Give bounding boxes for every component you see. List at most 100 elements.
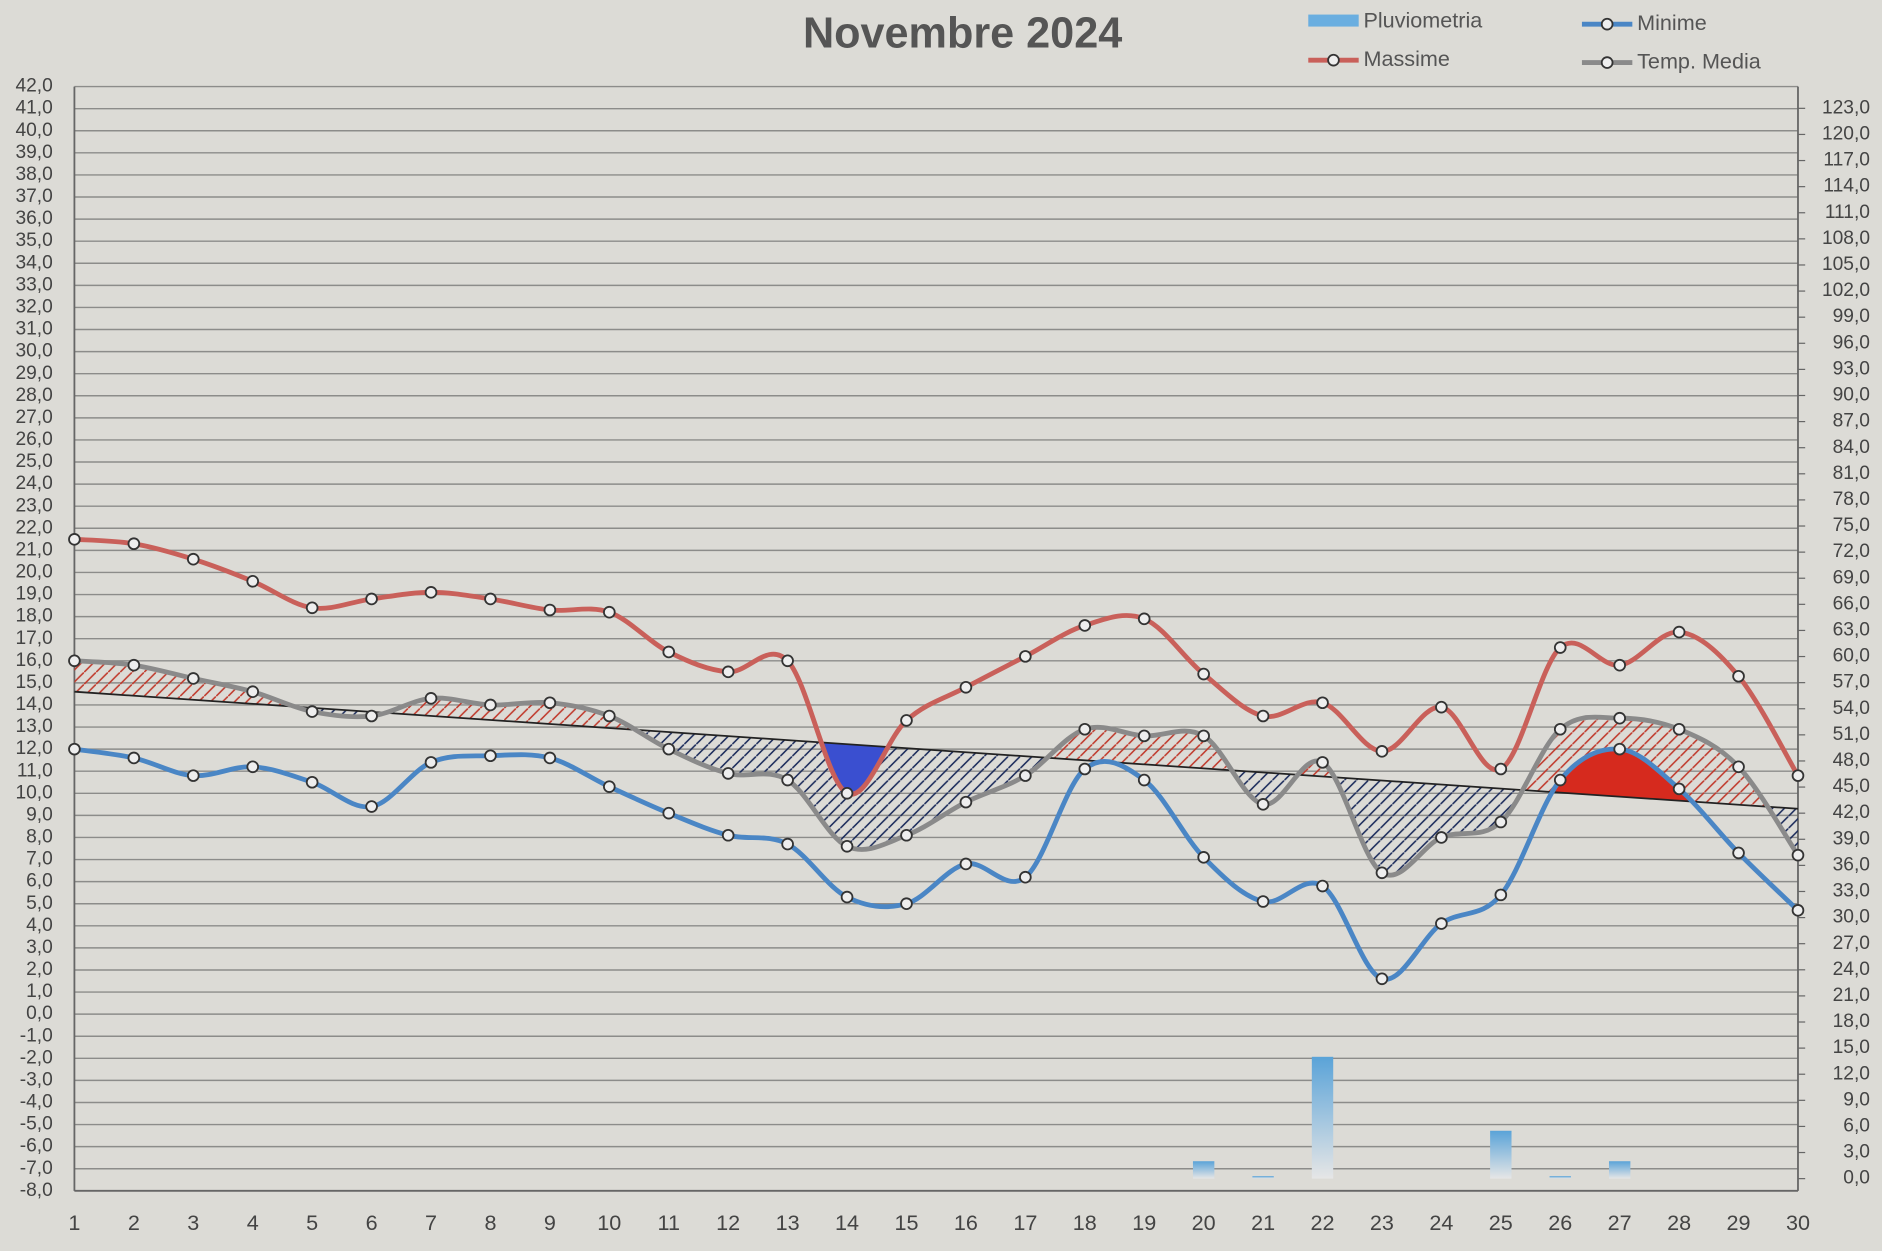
point <box>1197 851 1210 864</box>
y-tick-label: 34,0 <box>15 252 52 273</box>
point <box>900 828 913 842</box>
y2-tick-label: 78,0 <box>1833 489 1870 510</box>
point <box>1197 729 1210 743</box>
point <box>840 890 854 904</box>
series-line <box>72 746 1801 982</box>
y-tick-label: 36,0 <box>15 208 52 229</box>
point <box>1553 641 1567 654</box>
point <box>424 756 438 769</box>
y-tick-label: 14,0 <box>15 694 52 715</box>
point <box>721 828 735 842</box>
x-tick-label: 21 <box>1251 1210 1275 1235</box>
y-tick-label: 20,0 <box>15 562 52 583</box>
point <box>365 709 378 723</box>
point <box>543 696 557 710</box>
point <box>543 603 557 617</box>
y-tick-label: 11,0 <box>17 760 53 781</box>
bar <box>1549 1176 1571 1179</box>
y2-tick-label: 39,0 <box>1833 828 1870 849</box>
y2-tick-label: 102,0 <box>1822 280 1870 301</box>
point <box>1791 904 1805 917</box>
y-tick-label: 40,0 <box>15 120 52 141</box>
point <box>900 897 913 911</box>
point <box>1732 846 1745 860</box>
point <box>365 800 378 813</box>
series-line <box>72 658 1801 878</box>
y-tick-label: 29,0 <box>15 363 52 384</box>
point <box>662 742 676 756</box>
x-tick-label: 22 <box>1311 1210 1335 1235</box>
y-tick-label: 4,0 <box>26 915 53 936</box>
point <box>662 806 676 820</box>
point <box>1435 831 1448 844</box>
x-tick-label: 10 <box>597 1210 621 1235</box>
legend-swatch <box>1308 14 1359 27</box>
point <box>127 537 141 551</box>
y-tick-label: 3,0 <box>26 937 53 958</box>
y-tick-label: 39,0 <box>15 142 52 163</box>
y2-tick-label: 6,0 <box>1843 1116 1870 1137</box>
point <box>1316 756 1329 769</box>
point <box>840 786 854 800</box>
y2-tick-label: 60,0 <box>1833 646 1870 667</box>
y2-tick-label: 24,0 <box>1833 959 1870 980</box>
point <box>1078 762 1092 776</box>
y2-tick-label: 30,0 <box>1833 907 1870 928</box>
y2-tick-label: 18,0 <box>1833 1011 1870 1032</box>
y-tick-label: 23,0 <box>15 495 52 516</box>
y2-tick-label: 42,0 <box>1833 802 1870 823</box>
point <box>781 654 794 668</box>
point <box>781 773 794 787</box>
point <box>1435 917 1448 930</box>
y-tick-label: 41,0 <box>15 98 52 119</box>
y-tick-label: 10,0 <box>15 782 52 803</box>
point <box>1732 760 1745 774</box>
point <box>305 601 319 615</box>
bar <box>1608 1161 1631 1179</box>
legend-marker <box>1600 17 1614 31</box>
y2-tick-label: 33,0 <box>1833 881 1870 902</box>
point <box>959 795 973 809</box>
point <box>1494 888 1508 902</box>
y-tick-label: 19,0 <box>15 584 52 605</box>
y2-tick-label: 48,0 <box>1833 750 1870 771</box>
y-tick-label: 25,0 <box>15 451 52 472</box>
y2-tick-label: 36,0 <box>1833 854 1870 875</box>
y-tick-label: 6,0 <box>26 871 53 892</box>
point <box>365 592 378 606</box>
y2-tick-label: 21,0 <box>1833 985 1870 1006</box>
y-tick-label: 17,0 <box>15 628 52 649</box>
point <box>1553 773 1567 787</box>
y2-tick-label: 27,0 <box>1833 933 1870 954</box>
point <box>424 586 438 599</box>
point <box>484 749 497 763</box>
x-tick-label: 24 <box>1429 1210 1453 1235</box>
x-tick-label: 28 <box>1667 1210 1691 1235</box>
point <box>305 775 319 789</box>
y-tick-label: -8,0 <box>20 1180 53 1201</box>
y-tick-label: -6,0 <box>20 1136 53 1157</box>
point <box>127 658 141 672</box>
y-tick-label: 35,0 <box>15 230 52 251</box>
point <box>1672 722 1686 736</box>
bar <box>1252 1176 1274 1179</box>
x-tick-label: 7 <box>425 1210 437 1235</box>
x-tick-label: 15 <box>894 1210 918 1235</box>
point <box>68 654 81 668</box>
point <box>1553 722 1567 736</box>
point <box>1375 866 1389 880</box>
y-tick-label: 18,0 <box>15 606 52 627</box>
y2-tick-label: 87,0 <box>1833 411 1870 432</box>
y-tick-label: 28,0 <box>15 385 52 406</box>
legend-label: Temp. Media <box>1637 48 1762 73</box>
y-tick-label: 13,0 <box>15 716 52 737</box>
y-tick-label: 30,0 <box>15 341 52 362</box>
point <box>1019 870 1032 884</box>
y2-tick-label: 45,0 <box>1833 776 1870 797</box>
x-tick-label: 5 <box>306 1210 318 1235</box>
point <box>186 672 200 685</box>
y2-tick-label: 117,0 <box>1823 150 1870 171</box>
y-tick-label: 27,0 <box>15 407 52 428</box>
